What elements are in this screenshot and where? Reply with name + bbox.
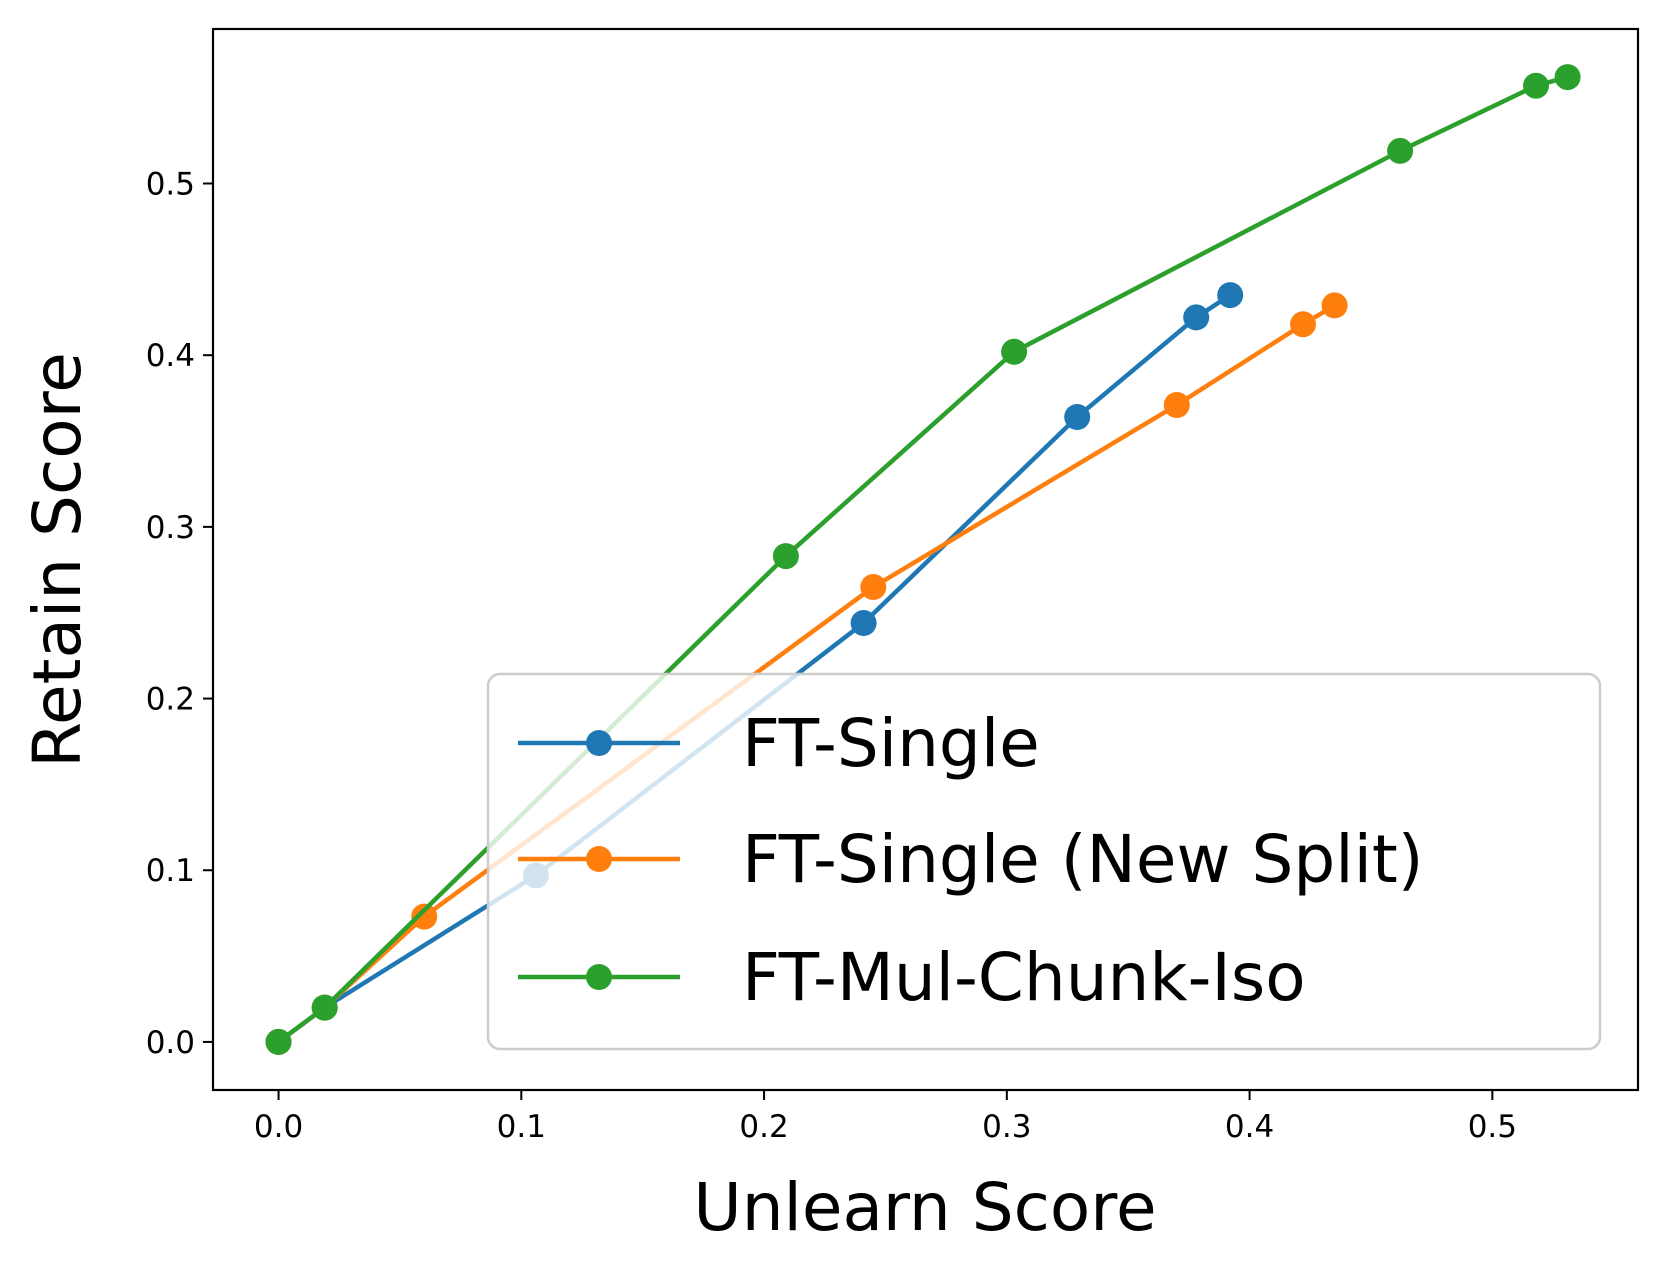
legend-entries: FT-Single FT-Single (New Split) FT-Mul-Chu…	[518, 705, 1424, 1016]
y-axis-ticks: 0.0 0.1 0.2 0.3 0.4 0.5	[146, 167, 213, 1061]
x-tick-label: 0.1	[497, 1109, 546, 1145]
legend-entry: FT-Single	[518, 705, 1040, 782]
series-2	[265, 64, 1581, 1055]
legend-swatch-marker	[586, 846, 612, 872]
plot-frame	[211, 27, 1640, 1092]
data-point	[850, 610, 877, 636]
legend-swatch-marker	[586, 964, 612, 990]
data-point	[1217, 282, 1244, 309]
data-point	[1387, 137, 1414, 164]
data-point	[1001, 338, 1028, 365]
data-point	[311, 994, 338, 1021]
data-point	[1163, 392, 1190, 418]
data-point	[1290, 311, 1316, 338]
data-point	[265, 1028, 292, 1055]
data-point	[1523, 72, 1549, 99]
data-point	[772, 543, 799, 570]
y-tick-label: 0.3	[146, 510, 195, 546]
legend-label: FT-Single	[742, 705, 1040, 782]
legend-box	[486, 672, 1602, 1051]
x-tick-label: 0.3	[982, 1109, 1031, 1145]
legend: FT-Single FT-Single (New Split) FT-Mul-Chu…	[486, 672, 1602, 1051]
data-point	[1321, 292, 1348, 319]
x-axis-label: Unlearn Score	[693, 1169, 1156, 1246]
data-point	[1183, 304, 1210, 331]
y-tick-label: 0.0	[146, 1025, 195, 1061]
x-tick-label: 0.0	[254, 1109, 303, 1145]
data-point	[860, 574, 887, 600]
legend-label: FT-Mul-Chunk-Iso	[742, 939, 1306, 1016]
data-point	[1554, 64, 1581, 91]
y-tick-label: 0.4	[146, 338, 195, 374]
legend-entry: FT-Mul-Chunk-Iso	[518, 939, 1306, 1016]
x-tick-label: 0.4	[1225, 1109, 1274, 1145]
x-tick-label: 0.2	[739, 1109, 788, 1145]
y-tick-label: 0.2	[146, 682, 195, 718]
y-tick-label: 0.5	[146, 167, 195, 203]
x-tick-label: 0.5	[1468, 1109, 1517, 1145]
data-point	[1064, 404, 1091, 430]
y-tick-label: 0.1	[146, 853, 195, 889]
y-axis-label: Retain Score	[19, 352, 96, 768]
x-axis-ticks: 0.0 0.1 0.2 0.3 0.4 0.5	[254, 1090, 1517, 1145]
legend-swatch-marker	[586, 730, 612, 756]
data-point	[411, 903, 438, 930]
legend-label: FT-Single (New Split)	[742, 821, 1424, 898]
legend-entry: FT-Single (New Split)	[518, 821, 1424, 898]
